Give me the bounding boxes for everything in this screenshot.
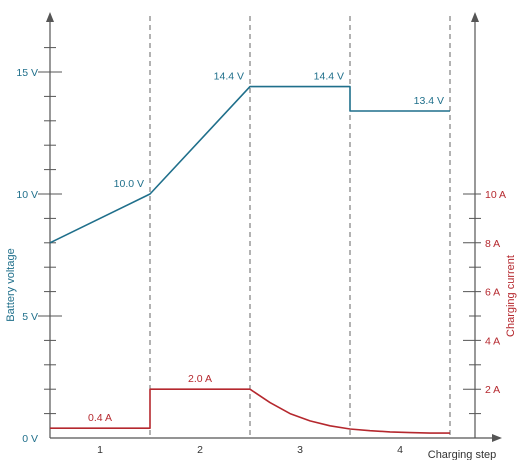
category-label: 3: [297, 444, 303, 456]
right-axis-arrow: [471, 12, 479, 22]
series-lines: [49, 85, 450, 434]
voltage-data-label: 10.0 V: [114, 178, 144, 190]
right-tick-label: 4 A: [485, 335, 500, 347]
x-axis-label: Charging step: [428, 449, 497, 460]
data-labels: 10.0 V 14.4 V 14.4 V 13.4 V 0.4 A 2.0 A: [88, 71, 444, 425]
left-axis-label: Battery voltage: [5, 248, 17, 321]
category-label: 4: [397, 444, 403, 456]
left-tick-label: 5 V: [22, 311, 38, 323]
voltage-line: [49, 85, 450, 244]
x-axis-arrow: [492, 434, 502, 442]
right-tick-label: 10 A: [485, 189, 506, 201]
current-data-label: 0.4 A: [88, 412, 112, 424]
right-axis-label: Charging current: [505, 255, 517, 337]
category-label: 2: [197, 444, 203, 456]
current-line: [50, 388, 450, 434]
category-label: 1: [97, 444, 103, 456]
voltage-data-label: 14.4 V: [314, 71, 344, 83]
step-dividers: [149, 16, 451, 438]
left-tick-label: 10 V: [16, 189, 38, 201]
left-tick-label: 0 V: [22, 433, 38, 445]
voltage-data-label: 14.4 V: [214, 71, 244, 83]
current-data-label: 2.0 A: [188, 373, 212, 385]
right-tick-label: 2 A: [485, 384, 500, 396]
axes: 0 V 5 V 10 V 15 V 2 A 4 A 6 A 8 A 10 A 1 2 3 4: [16, 12, 506, 456]
right-tick-label: 6 A: [485, 287, 500, 299]
left-tick-label: 15 V: [16, 67, 38, 79]
right-tick-label: 8 A: [485, 238, 500, 250]
voltage-data-label: 13.4 V: [414, 95, 444, 107]
left-axis-arrow: [46, 12, 54, 22]
